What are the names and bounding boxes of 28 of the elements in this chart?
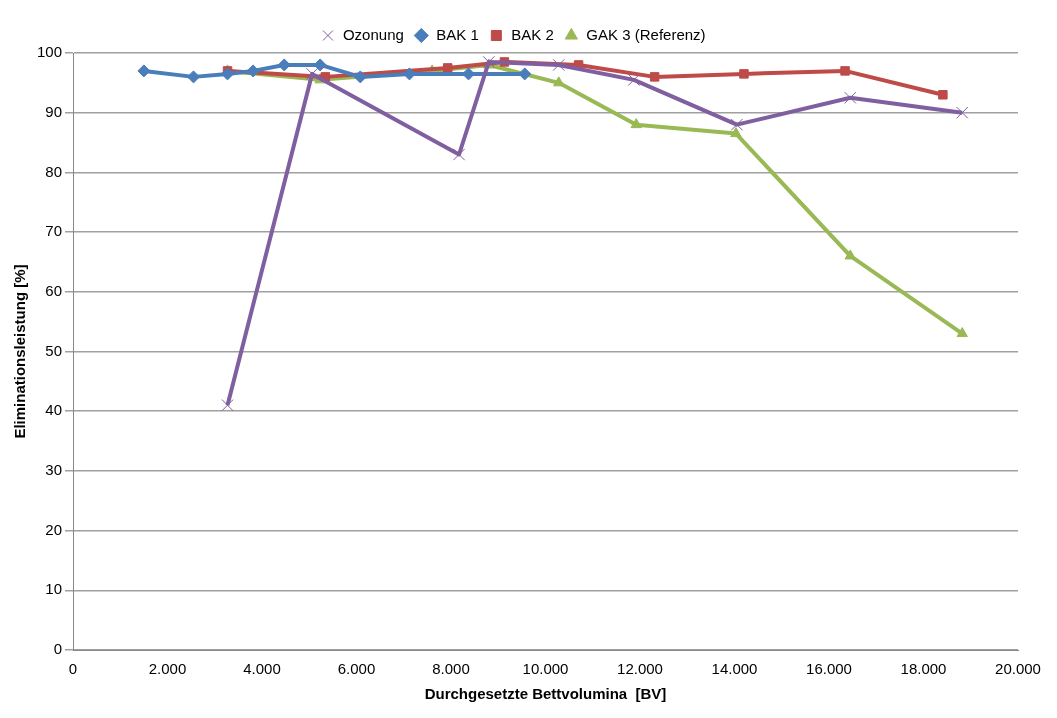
y-tick-label: 60 <box>45 281 63 299</box>
x-tick-label: 10.000 <box>522 660 569 678</box>
y-tick-label: 50 <box>45 341 63 359</box>
y-tick-label: 90 <box>45 102 63 120</box>
x-tick-label: 6.000 <box>337 660 376 678</box>
y-axis-title: Eliminationsleistung [%] <box>11 264 29 439</box>
y-tick-label: 20 <box>45 520 63 538</box>
x-tick-label: 14.000 <box>711 660 758 678</box>
x-tick-label: 12.000 <box>617 660 663 678</box>
legend-label: BAK 1 <box>436 25 479 43</box>
y-tick-label: 80 <box>45 162 63 180</box>
legend-label: BAK 2 <box>511 25 554 43</box>
y-tick-label: 30 <box>45 461 63 479</box>
x-tick-label: 4.000 <box>243 660 281 678</box>
legend-label: GAK 3 (Referenz) <box>586 25 706 43</box>
x-tick-label: 2.000 <box>148 660 187 678</box>
y-tick-label: 0 <box>53 640 63 658</box>
y-tick-label: 100 <box>37 43 63 61</box>
legend-label: Ozonung <box>342 25 404 43</box>
x-tick-label: 0 <box>68 660 78 678</box>
y-tick-label: 40 <box>45 401 63 419</box>
x-tick-label: 20.000 <box>995 660 1041 678</box>
y-tick-label: 70 <box>45 222 63 240</box>
x-tick-label: 16.000 <box>806 660 852 678</box>
x-tick-label: 8.000 <box>432 660 470 678</box>
x-axis-title: Durchgesetzte Bettvolumina [BV] <box>424 685 667 703</box>
y-tick-label: 10 <box>45 580 63 598</box>
x-tick-label: 18.000 <box>900 660 947 678</box>
